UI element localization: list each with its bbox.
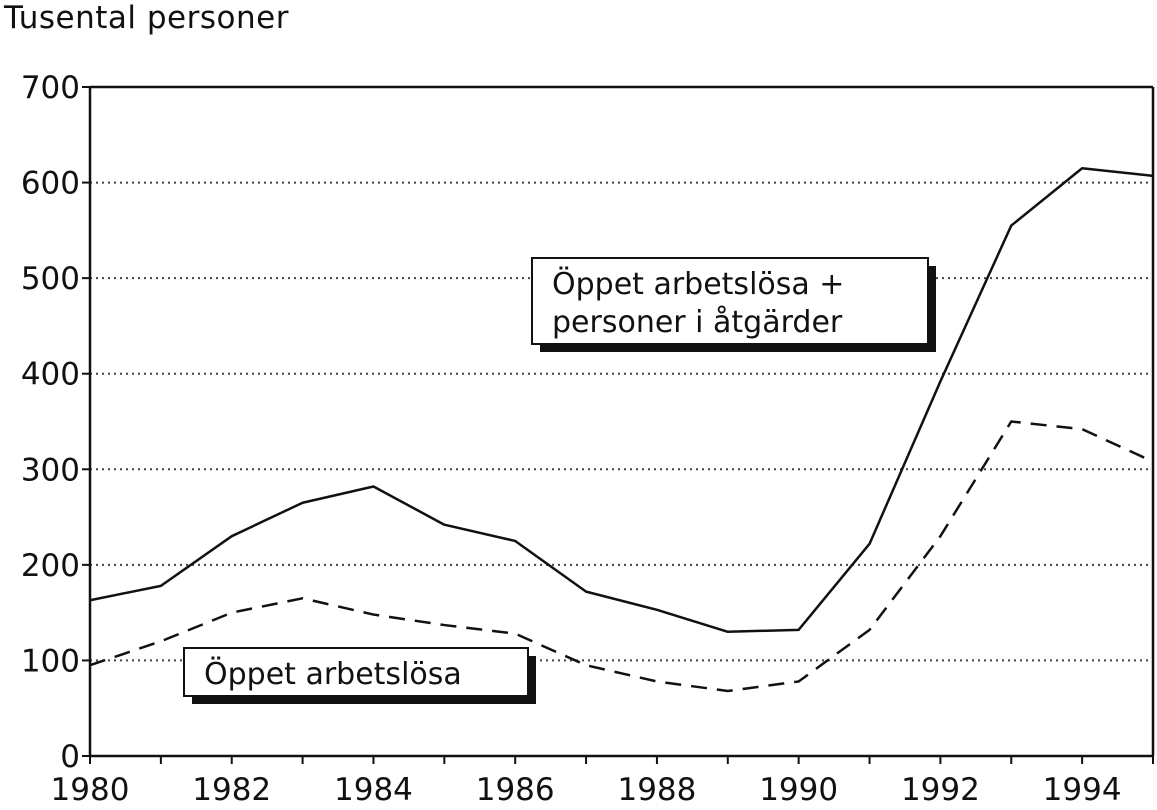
y-tick-label-600: 600 — [21, 166, 80, 202]
callout-box-0 — [531, 257, 929, 345]
x-tick-label-1988: 1988 — [617, 772, 696, 808]
y-tick-label-700: 700 — [21, 70, 80, 106]
y-axis-unit-label: Tusental personer — [4, 0, 289, 36]
series-line-0 — [89, 166, 1154, 634]
callout-text-0-1: personer i åtgärder — [552, 305, 843, 340]
tick-labels: 0 100 200 300 400 500 600 700 1980 1982 1984 1986 19… — [21, 70, 1122, 808]
y-tick-label-200: 200 — [21, 548, 80, 584]
callout-1: Öppet arbetslösa — [183, 647, 536, 704]
x-tick-label-1984: 1984 — [334, 772, 413, 808]
data-point-1-1982 — [230, 611, 234, 615]
callout-0: Öppet arbetslösa +personer i åtgärder — [531, 257, 936, 352]
series-lines — [89, 166, 1154, 693]
x-tick-label-1994: 1994 — [1043, 772, 1122, 808]
y-tick-label-300: 300 — [21, 452, 80, 488]
y-tick-label-400: 400 — [21, 357, 80, 393]
x-tick-label-1986: 1986 — [476, 772, 555, 808]
series-line-1 — [89, 420, 1154, 693]
data-point-1-1986 — [513, 632, 517, 636]
gridlines — [90, 181, 1153, 662]
data-point-1-1981 — [159, 639, 163, 643]
callout-text-0-0: Öppet arbetslösa + — [552, 266, 844, 302]
callout-text-1-0: Öppet arbetslösa — [204, 656, 462, 692]
data-point-1-1987 — [584, 663, 588, 667]
x-tick-label-1990: 1990 — [759, 772, 838, 808]
y-tick-label-100: 100 — [21, 643, 80, 679]
callout-box-1 — [183, 647, 529, 697]
y-tick-label-500: 500 — [21, 261, 80, 297]
y-tick-label-0: 0 — [60, 739, 80, 775]
axes — [82, 85, 1155, 764]
callouts: Öppet arbetslösa +personer i åtgärderÖpp… — [183, 257, 936, 704]
x-tick-label-1980: 1980 — [51, 772, 130, 808]
x-tick-label-1982: 1982 — [192, 772, 271, 808]
x-tick-label-1992: 1992 — [901, 772, 980, 808]
